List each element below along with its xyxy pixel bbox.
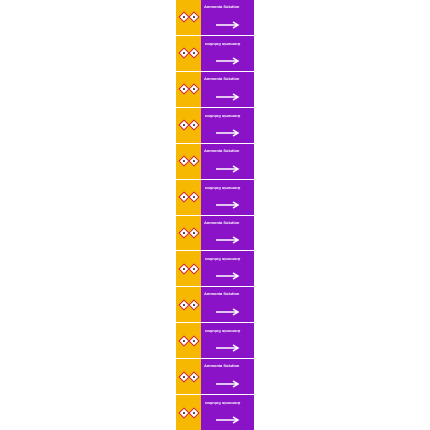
label-band: Ammonia Solution <box>201 215 254 251</box>
label-band: Ammonia Solution <box>201 323 254 359</box>
substance-name: Ammonia Solution <box>205 41 241 47</box>
pipe-marker-label: Ammonia Solution <box>176 395 254 430</box>
hazard-band <box>176 179 201 215</box>
flow-arrow-icon <box>215 416 241 424</box>
label-band: Ammonia Solution <box>201 179 254 215</box>
pipe-marker-label: Ammonia Solution <box>176 71 254 108</box>
hazard-band <box>176 0 201 35</box>
ghs-environment-icon <box>187 11 200 24</box>
label-band: Ammonia Solution <box>201 143 254 179</box>
hazard-band <box>176 251 201 287</box>
label-band: Ammonia Solution <box>201 71 254 107</box>
flow-arrow-icon <box>215 21 241 29</box>
hazard-band <box>176 395 201 430</box>
substance-name: Ammonia Solution <box>204 75 240 81</box>
hazard-band <box>176 359 201 395</box>
ghs-corrosive-icon <box>177 83 190 95</box>
hazard-band <box>176 71 201 107</box>
substance-name: Ammonia Solution <box>204 147 240 153</box>
substance-name: Ammonia Solution <box>204 363 240 369</box>
label-band: Ammonia Solution <box>201 35 254 71</box>
ghs-corrosive-icon <box>177 47 190 60</box>
pipe-marker-label: Ammonia Solution <box>176 0 254 36</box>
substance-name: Ammonia Solution <box>205 185 241 191</box>
substance-name: Ammonia Solution <box>204 219 240 225</box>
hazard-band <box>176 215 201 251</box>
hazard-band <box>176 107 201 143</box>
label-band: Ammonia Solution <box>201 251 254 287</box>
label-band: Ammonia Solution <box>201 287 254 323</box>
hazard-band <box>176 323 201 359</box>
ghs-environment-icon <box>187 47 200 60</box>
flow-arrow-icon <box>215 380 241 388</box>
ghs-corrosive-icon <box>177 119 190 131</box>
flow-arrow-icon <box>215 164 241 173</box>
substance-name: Ammonia Solution <box>205 329 241 335</box>
hazard-band <box>176 287 201 323</box>
flow-arrow-icon <box>215 200 241 209</box>
hazard-band <box>176 35 201 71</box>
flow-arrow-icon <box>215 344 241 352</box>
ghs-environment-icon <box>187 155 200 167</box>
ghs-environment-icon <box>187 335 200 347</box>
ghs-environment-icon <box>187 406 200 419</box>
ghs-environment-icon <box>187 191 200 203</box>
ghs-environment-icon <box>187 227 200 239</box>
pipe-marker-label: Ammonia Solution <box>176 251 254 288</box>
substance-name: Ammonia Solution <box>205 401 241 407</box>
pipe-marker-label: Ammonia Solution <box>176 35 254 72</box>
pipe-marker-label: Ammonia Solution <box>176 107 254 144</box>
ghs-corrosive-icon <box>177 155 190 167</box>
pipe-marker-label: Ammonia Solution <box>176 179 254 216</box>
substance-name: Ammonia Solution <box>205 257 241 263</box>
flow-arrow-icon <box>215 57 241 65</box>
pipe-marker-strip: Ammonia Solution Ammonia Solution Ammoni… <box>176 0 254 430</box>
substance-name: Ammonia Solution <box>205 113 241 119</box>
substance-name: Ammonia Solution <box>204 291 240 297</box>
label-band: Ammonia Solution <box>201 359 254 395</box>
flow-arrow-icon <box>215 236 241 245</box>
flow-arrow-icon <box>215 308 241 316</box>
label-band: Ammonia Solution <box>201 395 254 430</box>
ghs-environment-icon <box>187 371 200 383</box>
label-band: Ammonia Solution <box>201 0 254 35</box>
ghs-environment-icon <box>187 83 200 95</box>
ghs-corrosive-icon <box>177 11 190 24</box>
pipe-marker-label: Ammonia Solution <box>176 143 254 180</box>
ghs-environment-icon <box>187 299 200 311</box>
ghs-environment-icon <box>187 263 200 275</box>
flow-arrow-icon <box>215 129 241 137</box>
pipe-marker-label: Ammonia Solution <box>176 323 254 360</box>
substance-name: Ammonia Solution <box>204 4 240 9</box>
pipe-marker-label: Ammonia Solution <box>176 287 254 324</box>
hazard-band <box>176 143 201 179</box>
flow-arrow-icon <box>215 93 241 101</box>
pipe-marker-label: Ammonia Solution <box>176 215 254 252</box>
ghs-environment-icon <box>187 119 200 131</box>
label-band: Ammonia Solution <box>201 107 254 143</box>
pipe-marker-label: Ammonia Solution <box>176 359 254 396</box>
flow-arrow-icon <box>215 272 241 281</box>
